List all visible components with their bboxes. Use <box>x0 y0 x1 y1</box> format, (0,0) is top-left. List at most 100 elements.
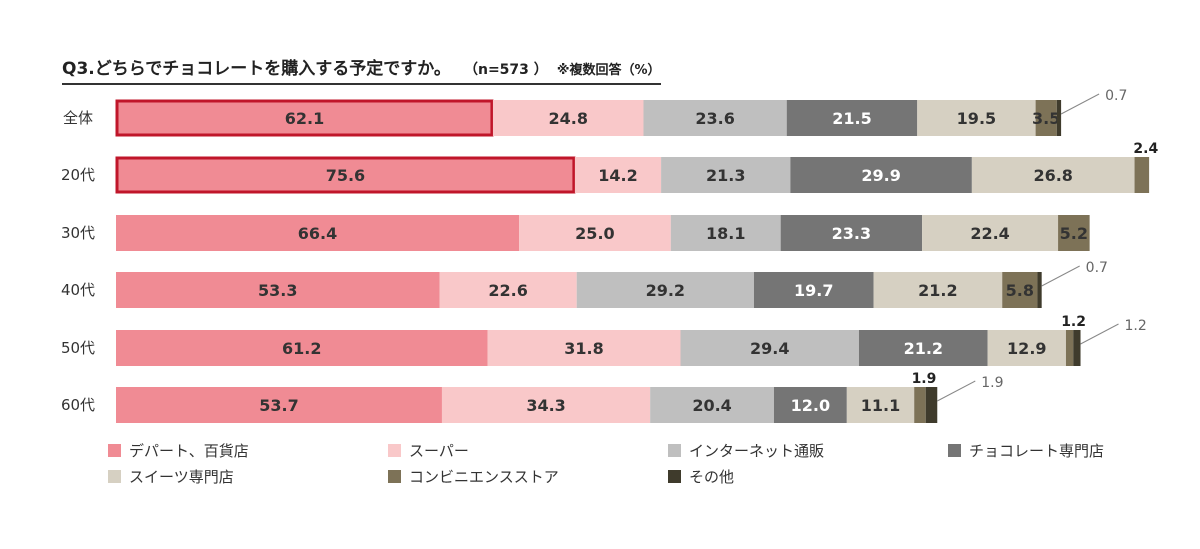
data-label: 24.8 <box>548 109 587 128</box>
bar-segment <box>1073 330 1081 366</box>
data-label: 62.1 <box>285 109 324 128</box>
bar-segment <box>116 272 440 308</box>
bar-segment <box>116 100 493 136</box>
leader-line <box>1041 265 1080 287</box>
bar-segment <box>116 387 442 423</box>
data-label: 22.4 <box>970 224 1009 243</box>
bar-segment <box>670 215 781 251</box>
category-label: 30代 <box>61 224 95 242</box>
data-label: 14.2 <box>598 166 637 185</box>
category-label: 40代 <box>61 281 95 299</box>
bar-segment <box>780 215 923 251</box>
bar-segment <box>873 272 1003 308</box>
data-label: 19.7 <box>794 281 833 300</box>
data-label: 26.8 <box>1033 166 1072 185</box>
bar-segment <box>925 387 938 423</box>
bar-segment <box>439 272 577 308</box>
data-label: 2.4 <box>1133 141 1158 157</box>
bar-segment <box>680 330 859 366</box>
legend-label: スイーツ専門店 <box>129 468 234 486</box>
chart-title: Q3.どちらでチョコレートを購入する予定ですか。 （n=573 ） ※複数回答（… <box>62 58 661 85</box>
bar-segment <box>441 387 651 423</box>
bar-segment <box>661 157 791 193</box>
data-label: 5.8 <box>1006 281 1034 300</box>
highlight-box <box>115 99 494 137</box>
bar-segment <box>643 100 787 136</box>
legend-swatch <box>108 470 121 483</box>
data-label: 23.3 <box>832 224 871 243</box>
bar-segment <box>576 272 754 308</box>
data-label: 11.1 <box>861 396 900 415</box>
data-label: 29.9 <box>861 166 900 185</box>
data-label: 61.2 <box>282 339 321 358</box>
bar-segment <box>116 215 520 251</box>
legend-swatch <box>108 444 121 457</box>
legend-swatch <box>948 444 961 457</box>
legend-label: スーパー <box>409 442 469 460</box>
data-label: 21.3 <box>706 166 745 185</box>
legend-swatch <box>668 444 681 457</box>
data-label: 12.9 <box>1007 339 1046 358</box>
bar-segment <box>858 330 988 366</box>
bar-segment <box>487 330 681 366</box>
data-label: 29.2 <box>646 281 685 300</box>
bar-segment <box>1002 272 1038 308</box>
legend-label: デパート、百貨店 <box>129 442 249 460</box>
legend-item: チョコレート専門店 <box>948 440 1104 461</box>
legend-swatch <box>388 470 401 483</box>
bar-segment <box>1037 272 1042 308</box>
bar-segment <box>1058 215 1090 251</box>
leader-line <box>1060 93 1100 115</box>
legend-label: その他 <box>689 468 735 486</box>
bar-segment <box>1056 100 1062 136</box>
bar-segment <box>1134 157 1150 193</box>
legend-swatch <box>668 470 681 483</box>
bar-segment <box>650 387 774 423</box>
bar-segment <box>790 157 972 193</box>
category-label: 20代 <box>61 166 95 184</box>
data-label: 19.5 <box>957 109 996 128</box>
bar-segment <box>846 387 915 423</box>
legend-label: チョコレート専門店 <box>969 442 1105 460</box>
legend-label: インターネット通販 <box>689 442 825 460</box>
data-label: 1.2 <box>1061 314 1086 330</box>
data-label: 31.8 <box>564 339 603 358</box>
data-label: 22.6 <box>488 281 527 300</box>
category-label: 全体 <box>63 109 93 127</box>
bar-segment <box>1065 330 1074 366</box>
bar-segment <box>1035 100 1057 136</box>
bar-segment <box>753 272 874 308</box>
data-label: 75.6 <box>326 166 365 185</box>
chart-title-main: Q3.どちらでチョコレートを購入する予定ですか。 <box>62 59 451 79</box>
legend-item: その他 <box>668 466 734 487</box>
legend-item: デパート、百貨店 <box>108 440 249 461</box>
data-label: 23.6 <box>695 109 734 128</box>
legend-item: コンビニエンスストア <box>388 466 559 487</box>
bar-segment <box>492 100 644 136</box>
data-label: 53.7 <box>259 396 298 415</box>
chart-note: ※複数回答（%） <box>556 63 661 78</box>
bar-segment <box>922 215 1059 251</box>
data-label: 29.4 <box>750 339 789 358</box>
bar-segment <box>519 215 671 251</box>
legend-item: インターネット通販 <box>668 440 824 461</box>
bar-segment <box>987 330 1066 366</box>
data-label: 66.4 <box>298 224 337 243</box>
bar-segment <box>574 157 662 193</box>
category-label: 50代 <box>61 339 95 357</box>
data-label: 0.7 <box>1086 260 1108 276</box>
bar-segment <box>971 157 1135 193</box>
data-label: 5.2 <box>1060 224 1088 243</box>
leader-line <box>937 380 976 402</box>
data-label: 1.2 <box>1125 318 1147 334</box>
bar-segment <box>116 157 575 193</box>
legend-label: コンビニエンスストア <box>409 468 559 486</box>
data-label: 3.5 <box>1032 109 1060 128</box>
data-label: 53.3 <box>258 281 297 300</box>
stacked-bar-chart: 全体 62.1 24.8 23.6 21.5 19.5 3.5 0.7 20代 75.6 14.2 2… <box>61 88 1158 423</box>
data-label: 21.5 <box>832 109 871 128</box>
data-label: 1.9 <box>912 371 937 387</box>
bar-segment <box>786 100 918 136</box>
data-label: 21.2 <box>918 281 957 300</box>
data-label: 20.4 <box>692 396 731 415</box>
